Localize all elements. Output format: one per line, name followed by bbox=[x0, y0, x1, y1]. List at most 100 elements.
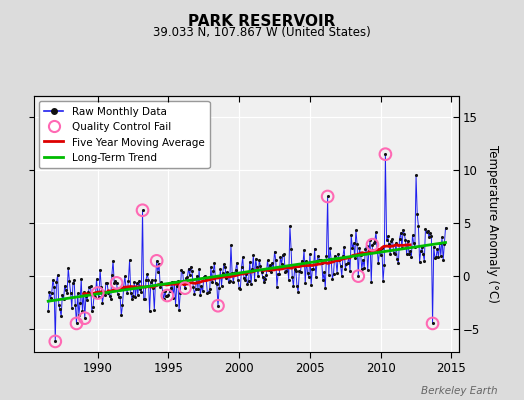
Point bbox=[100, 291, 108, 298]
Point bbox=[82, 292, 90, 299]
Point bbox=[224, 279, 233, 286]
Point bbox=[370, 238, 379, 244]
Point bbox=[350, 240, 358, 247]
Point bbox=[237, 264, 246, 270]
Point bbox=[173, 278, 182, 284]
Point bbox=[413, 211, 421, 217]
Point bbox=[320, 269, 328, 276]
Point bbox=[376, 251, 385, 258]
Point bbox=[356, 251, 365, 258]
Point bbox=[368, 242, 377, 248]
Point bbox=[399, 226, 407, 233]
Point bbox=[213, 281, 221, 287]
Point bbox=[242, 271, 250, 277]
Point bbox=[289, 283, 298, 289]
Point bbox=[116, 294, 124, 300]
Point bbox=[235, 285, 243, 291]
Point bbox=[394, 260, 402, 266]
Point bbox=[401, 237, 410, 244]
Point bbox=[181, 285, 189, 291]
Point bbox=[65, 278, 73, 285]
Point bbox=[140, 296, 149, 302]
Point bbox=[57, 313, 66, 320]
Point bbox=[397, 230, 405, 236]
Point bbox=[45, 289, 53, 296]
Point bbox=[157, 279, 166, 285]
Point bbox=[86, 283, 95, 290]
Point bbox=[244, 278, 253, 284]
Point bbox=[300, 247, 308, 253]
Point bbox=[239, 275, 248, 281]
Point bbox=[59, 296, 68, 303]
Point bbox=[313, 258, 321, 264]
Point bbox=[281, 268, 289, 275]
Point bbox=[106, 295, 115, 302]
Point bbox=[333, 270, 341, 276]
Point bbox=[54, 302, 63, 308]
Point bbox=[162, 293, 170, 300]
Point bbox=[220, 261, 228, 268]
Point bbox=[111, 278, 119, 284]
Point bbox=[216, 266, 224, 272]
Point bbox=[315, 257, 323, 264]
Point bbox=[351, 254, 359, 261]
Point bbox=[378, 244, 386, 251]
Point bbox=[354, 273, 363, 279]
Point bbox=[294, 288, 302, 295]
Point bbox=[258, 274, 267, 280]
Point bbox=[369, 240, 378, 246]
Point bbox=[69, 280, 77, 287]
Point bbox=[91, 294, 100, 300]
Text: PARK RESERVOIR: PARK RESERVOIR bbox=[188, 14, 336, 29]
Point bbox=[214, 302, 222, 309]
Point bbox=[96, 266, 104, 273]
Point bbox=[354, 273, 363, 279]
Point bbox=[217, 282, 226, 289]
Point bbox=[293, 283, 301, 289]
Point bbox=[68, 304, 76, 311]
Point bbox=[197, 282, 205, 289]
Point bbox=[345, 254, 353, 260]
Point bbox=[109, 258, 117, 264]
Point bbox=[326, 245, 334, 252]
Point bbox=[250, 277, 259, 284]
Point bbox=[177, 266, 185, 273]
Point bbox=[352, 227, 360, 233]
Point bbox=[298, 258, 306, 264]
Point bbox=[304, 274, 313, 280]
Point bbox=[335, 257, 344, 264]
Point bbox=[50, 284, 58, 290]
Point bbox=[46, 294, 54, 301]
Point bbox=[420, 258, 429, 264]
Point bbox=[93, 290, 102, 296]
Point bbox=[234, 277, 242, 283]
Point bbox=[199, 288, 207, 295]
Point bbox=[327, 256, 335, 262]
Point bbox=[81, 315, 89, 321]
Point bbox=[107, 272, 116, 278]
Point bbox=[67, 290, 75, 296]
Point bbox=[323, 193, 332, 200]
Point bbox=[64, 265, 72, 272]
Point bbox=[432, 254, 440, 261]
Point bbox=[62, 287, 70, 293]
Point bbox=[367, 279, 375, 286]
Point bbox=[161, 288, 169, 294]
Point bbox=[185, 272, 194, 278]
Point bbox=[269, 264, 278, 271]
Point bbox=[152, 258, 161, 264]
Point bbox=[131, 294, 139, 300]
Point bbox=[362, 243, 370, 249]
Point bbox=[191, 286, 200, 292]
Point bbox=[302, 258, 311, 264]
Point bbox=[78, 308, 86, 314]
Point bbox=[346, 268, 354, 274]
Point bbox=[254, 273, 262, 279]
Point bbox=[274, 270, 282, 277]
Point bbox=[295, 268, 303, 274]
Point bbox=[263, 257, 271, 264]
Point bbox=[219, 270, 227, 276]
Point bbox=[342, 261, 351, 268]
Point bbox=[210, 260, 219, 266]
Point bbox=[428, 320, 436, 327]
